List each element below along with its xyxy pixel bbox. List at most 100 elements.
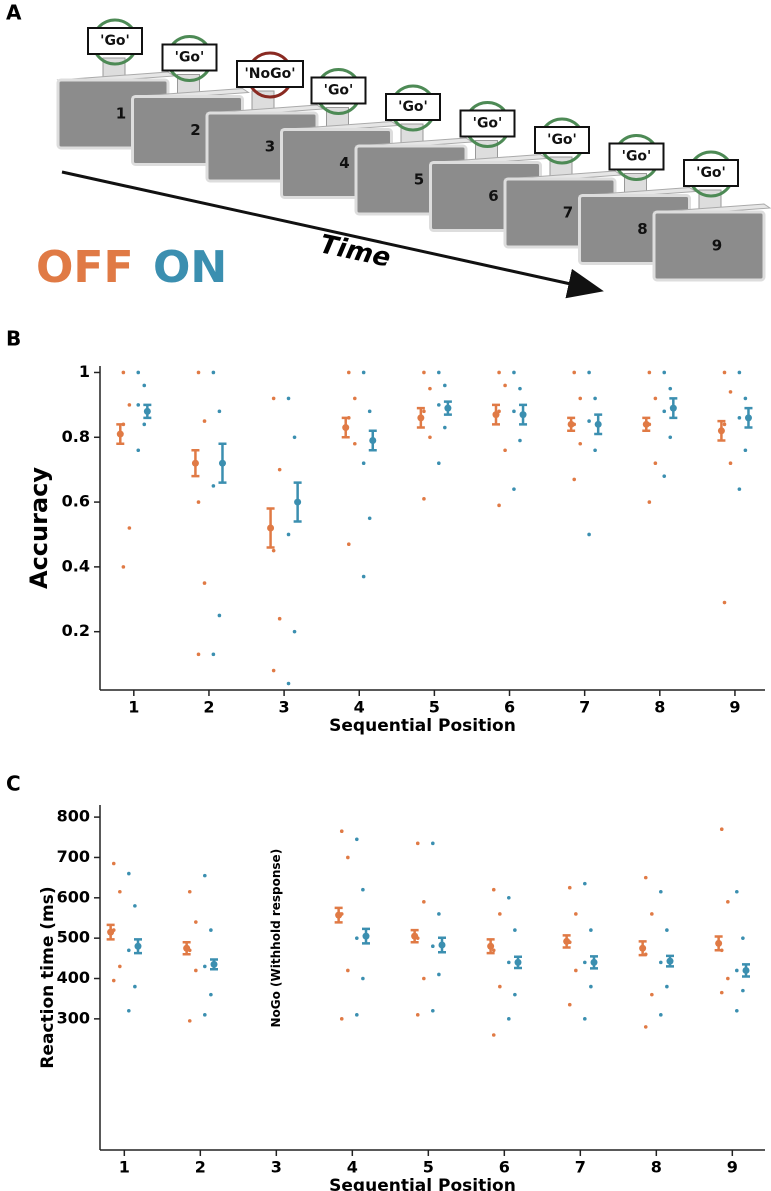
subject-point [361,574,366,579]
y-tick-label: 0.6 [62,492,90,511]
subject-point [422,409,426,414]
mean-point [143,407,151,415]
subject-point [662,409,667,414]
subject-point [217,409,222,414]
x-tick-label: 9 [727,1158,738,1177]
subject-point [367,409,372,414]
subject-point [428,386,432,391]
cue-sign [87,27,143,55]
subject-point [659,960,663,965]
subject-point [136,370,141,375]
subject-point [431,944,435,949]
subject-point [361,370,366,375]
subject-point [355,1013,359,1017]
subject-point [513,992,517,997]
cue-text: 'Go' [398,99,428,115]
cue-sign [310,76,367,105]
subject-point [737,487,742,491]
y-tick-label: 800 [57,807,90,826]
x-tick-label: 7 [575,1158,586,1177]
mean-point [744,414,752,422]
subject-point [443,383,447,388]
subject-point [142,422,147,427]
x-tick-label: 5 [429,698,440,717]
panel-label: C [6,772,21,796]
subject-point [583,1017,587,1021]
screen-number: 8 [637,220,647,238]
subject-point [111,861,116,866]
subject-point [497,503,501,508]
subject-point [567,1002,572,1007]
subject-point [650,912,654,916]
subject-point [512,370,516,375]
mean-point [444,404,452,412]
subject-point [271,396,276,401]
x-tick-label: 7 [579,698,590,717]
subject-point [735,968,739,973]
subject-point [653,461,658,466]
time-arrow [61,170,604,299]
screen-number: 7 [563,204,573,222]
mean-point [715,939,723,947]
subject-point [431,1008,435,1013]
subject-point [643,1025,648,1029]
subject-point [589,928,593,932]
subject-point [437,972,441,977]
subject-point [437,461,441,466]
mean-point [492,411,500,419]
subject-point [361,887,365,892]
subject-point [203,873,207,878]
subject-point [662,370,667,375]
subject-point [512,487,516,491]
subject-point [498,912,502,916]
subject-point [728,390,733,394]
subject-point [722,370,727,375]
subject-point [422,370,426,375]
subject-point [111,978,116,983]
subject-point [339,829,344,834]
subject-point [512,409,516,414]
cue-sign [161,43,218,72]
panel-label: B [6,327,21,351]
mean-point [417,414,425,422]
x-tick-label: 6 [504,698,515,717]
x-tick-label: 8 [654,698,665,717]
subject-point [209,928,213,932]
cue-text: 'NoGo' [244,66,295,82]
cue-text: 'Go' [622,149,652,165]
subject-point [741,988,745,993]
subject-point [567,885,572,890]
subject-point [507,896,511,900]
mean-point [487,942,495,950]
subject-point [662,474,667,478]
subject-point [668,435,673,440]
cue-sign [236,60,304,88]
subject-point [518,438,522,443]
x-axis-title: Sequential Position [329,1176,516,1191]
subject-point [196,500,201,504]
mean-point [519,411,527,419]
y-tick-label: 400 [57,968,90,987]
mean-point [116,430,124,438]
mean-point [342,424,350,432]
subject-point [194,968,198,973]
subject-point [415,1013,420,1017]
subject-point [491,1033,496,1037]
screen-number: 9 [712,237,722,255]
subject-point [203,964,207,969]
subject-point [643,875,648,880]
subject-point [735,1008,739,1013]
subject-point [346,542,351,546]
y-axis-title: Accuracy [25,467,53,589]
subject-point [415,841,420,846]
panel-label: A [6,1,22,25]
subject-point [136,448,141,453]
subject-point [574,968,578,973]
x-tick-label: 3 [279,698,290,717]
subject-point [719,990,724,995]
subject-point [133,904,137,908]
x-tick-label: 8 [651,1158,662,1177]
subject-point [583,960,587,965]
subject-point [277,467,282,472]
subject-point [127,1008,131,1013]
